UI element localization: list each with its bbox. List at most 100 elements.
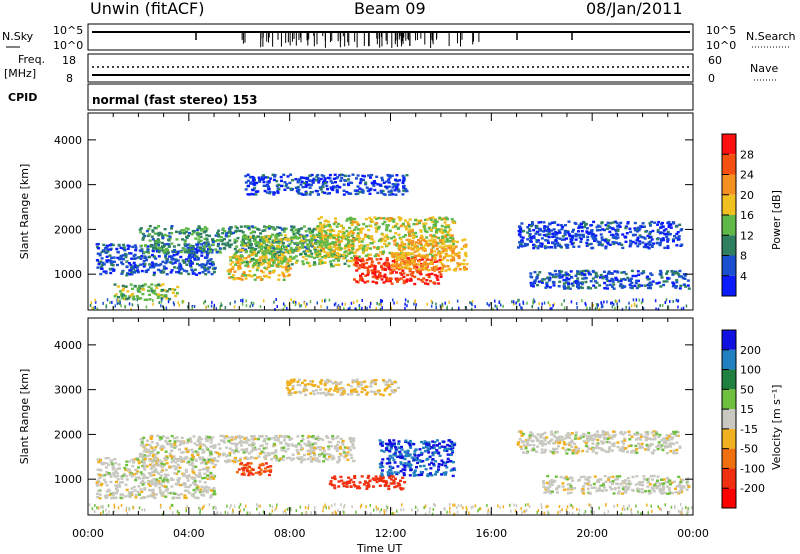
heatmap-cell [463, 238, 467, 241]
heatmap-cell [263, 225, 266, 228]
heatmap-cell [532, 299, 534, 302]
heatmap-cell [614, 220, 617, 223]
freq-panel [87, 53, 694, 83]
heatmap-cell [624, 272, 628, 276]
heatmap-cell [252, 234, 255, 238]
heatmap-cell [615, 278, 619, 281]
heatmap-cell [147, 482, 151, 486]
heatmap-cell [334, 217, 337, 220]
heatmap-cell [456, 240, 459, 244]
heatmap-cell [577, 282, 580, 286]
heatmap-cell [312, 451, 316, 454]
heatmap-cell [141, 477, 145, 480]
heatmap-cell [381, 189, 385, 193]
heatmap-cell [304, 230, 308, 233]
heatmap-cell [310, 447, 314, 450]
heatmap-cell [405, 228, 408, 231]
heatmap-cell [440, 269, 444, 272]
heatmap-cell [448, 233, 451, 237]
heatmap-cell [281, 265, 285, 269]
heatmap-cell [378, 238, 382, 241]
heatmap-cell [129, 294, 133, 297]
heatmap-cell [358, 278, 362, 281]
heatmap-cell [675, 236, 679, 239]
heatmap-cell [124, 483, 128, 486]
heatmap-cell [164, 468, 168, 472]
heatmap-cell [328, 236, 332, 240]
heatmap-cell [583, 273, 587, 277]
heatmap-cell [346, 453, 350, 456]
heatmap-cell [159, 248, 163, 251]
heatmap-cell [373, 265, 377, 268]
heatmap-cell [321, 234, 325, 237]
heatmap-cell [201, 271, 205, 274]
heatmap-cell [142, 260, 146, 263]
heatmap-cell [283, 257, 287, 261]
heatmap-cell [678, 223, 682, 226]
heatmap-cell [149, 244, 153, 247]
heatmap-cell [150, 483, 154, 486]
heatmap-cell [109, 475, 113, 478]
heatmap-cell [198, 227, 202, 230]
heatmap-cell [309, 455, 313, 459]
heatmap-cell [386, 236, 390, 239]
heatmap-cell [565, 237, 568, 240]
heatmap-cell [575, 302, 578, 306]
heatmap-cell [194, 237, 198, 240]
heatmap-cell [442, 240, 446, 244]
heatmap-cell [144, 447, 148, 451]
heatmap-cell [103, 494, 107, 497]
heatmap-cell [552, 284, 556, 287]
heatmap-cell [368, 265, 372, 268]
heatmap-cell [603, 281, 607, 285]
heatmap-cell [257, 176, 261, 179]
heatmap-cell [101, 261, 105, 265]
heatmap-cell [615, 241, 618, 244]
heatmap-cell [157, 243, 160, 247]
heatmap-cell [176, 259, 180, 262]
heatmap-cell [409, 277, 413, 281]
heatmap-cell [603, 275, 606, 278]
heatmap-cell [413, 265, 417, 268]
heatmap-cell [160, 304, 162, 308]
heatmap-cell [423, 248, 427, 251]
heatmap-cell [237, 277, 241, 280]
heatmap-cell [318, 246, 322, 249]
heatmap-cell [676, 236, 680, 239]
heatmap-cell [316, 239, 320, 243]
heatmap-cell [100, 267, 104, 270]
heatmap-cell [209, 489, 213, 492]
heatmap-cell [317, 181, 321, 184]
heatmap-cell [565, 276, 569, 280]
nsearch-tick-top: 10^5 [706, 24, 736, 37]
heatmap-cell [294, 246, 298, 250]
heatmap-cell [619, 283, 623, 286]
heatmap-cell [198, 474, 202, 477]
heatmap-cell [101, 474, 105, 478]
heatmap-cell [175, 466, 179, 469]
heatmap-cell [193, 481, 197, 485]
heatmap-cell [186, 479, 190, 482]
heatmap-cell [151, 253, 154, 257]
heatmap-cell [253, 437, 257, 441]
heatmap-cell [404, 225, 408, 228]
heatmap-cell [655, 238, 659, 241]
heatmap-cell [153, 289, 157, 292]
heatmap-cell [275, 248, 279, 251]
heatmap-cell [153, 496, 157, 500]
heatmap-cell [325, 435, 329, 438]
heatmap-cell [667, 306, 670, 310]
heatmap-cell [147, 448, 151, 452]
heatmap-cell [535, 275, 539, 279]
heatmap-cell [142, 461, 146, 464]
heatmap-cell [142, 481, 146, 484]
heatmap-cell [614, 299, 617, 303]
heatmap-cell [429, 218, 433, 221]
heatmap-cell [172, 245, 176, 248]
heatmap-cell [337, 256, 341, 260]
heatmap-cell [301, 260, 305, 263]
heatmap-cell [160, 245, 164, 248]
heatmap-cell [586, 269, 590, 273]
heatmap-cell [408, 241, 412, 244]
heatmap-cell [218, 447, 222, 450]
